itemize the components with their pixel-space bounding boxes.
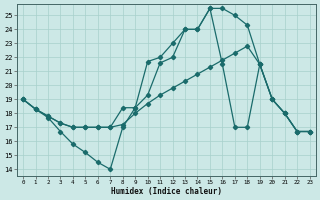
X-axis label: Humidex (Indice chaleur): Humidex (Indice chaleur) bbox=[111, 187, 222, 196]
